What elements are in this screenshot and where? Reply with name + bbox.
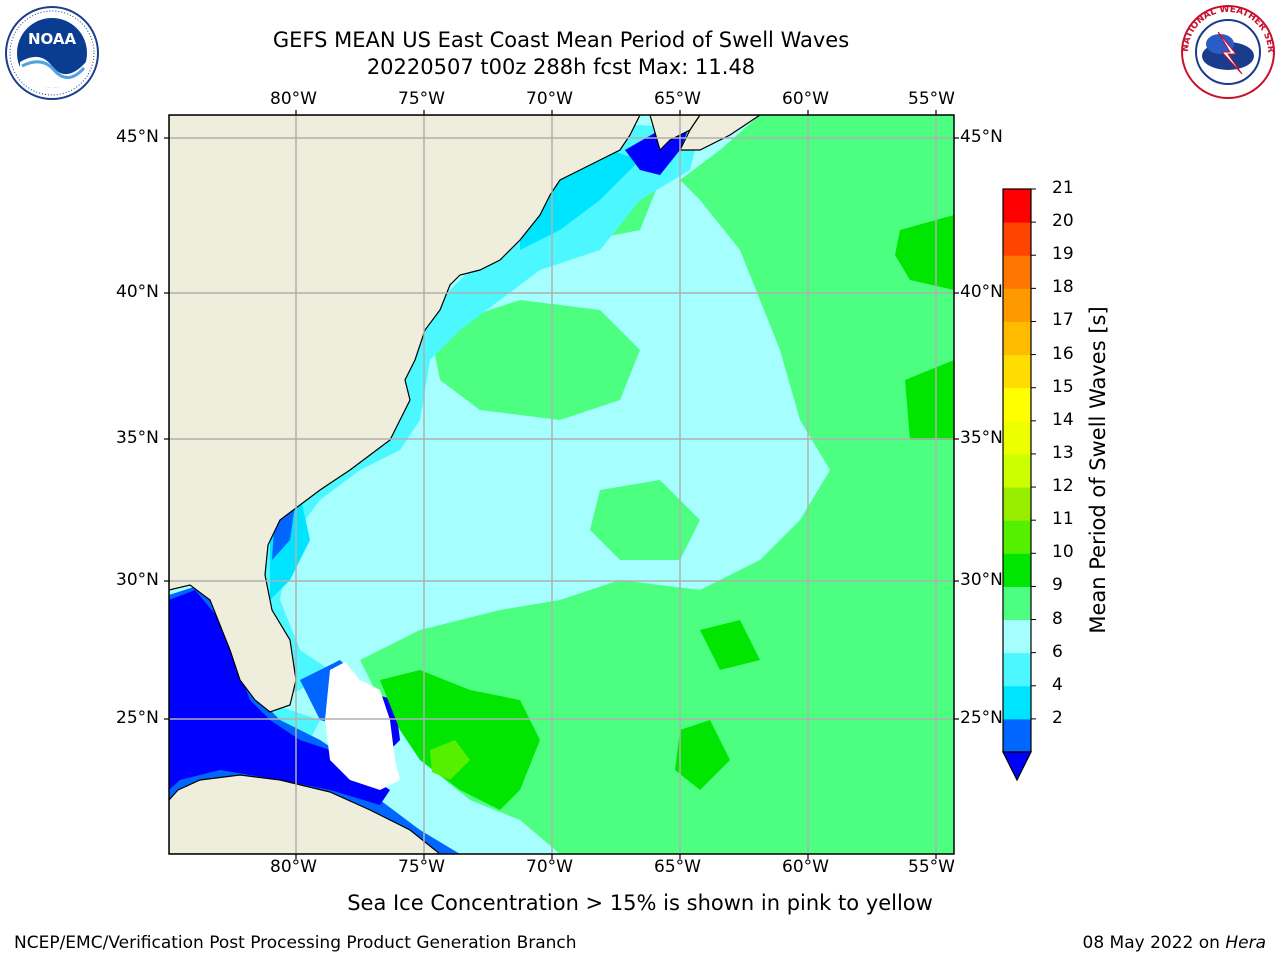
top-lon-label: 80°W — [270, 89, 317, 109]
bottom-lon-label: 55°W — [908, 857, 955, 877]
colorbar-segment — [1003, 586, 1031, 621]
top-lon-label: 55°W — [908, 89, 955, 109]
colorbar-tick-label: 15 — [1052, 376, 1074, 397]
colorbar-tick-label: 17 — [1052, 310, 1074, 331]
colorbar-segment — [1003, 255, 1031, 289]
left-lat-label: 25°N — [116, 708, 159, 728]
nws-logo: NATIONAL WEATHER SERVICE — [1178, 4, 1275, 99]
bottom-lon-label: 75°W — [398, 857, 445, 877]
top-lon-label: 75°W — [398, 89, 445, 109]
colorbar-tick-label: 11 — [1052, 509, 1074, 530]
colorbar-tick-label: 10 — [1052, 542, 1074, 563]
top-lon-label: 65°W — [654, 89, 701, 109]
left-lat-label: 35°N — [116, 428, 159, 448]
left-lat-label: 45°N — [116, 127, 159, 147]
colorbar-segment — [1003, 619, 1031, 654]
bottom-lon-label: 65°W — [654, 857, 701, 877]
colorbar-segment — [1003, 487, 1031, 521]
left-lat-label: 30°N — [116, 570, 159, 590]
map-subtitle: 20220507 t00z 288h fcst Max: 11.48 — [366, 55, 756, 79]
colorbar-segment — [1003, 189, 1031, 223]
colorbar-tick-label: 16 — [1052, 343, 1074, 364]
map-title: GEFS MEAN US East Coast Mean Period of S… — [272, 28, 850, 52]
colorbar — [1002, 188, 1036, 782]
bottom-lon-label: 80°W — [270, 857, 317, 877]
colorbar-segment — [1003, 520, 1031, 554]
colorbar-segment — [1003, 222, 1031, 256]
top-lon-label: 70°W — [526, 89, 573, 109]
bottom-lon-label: 60°W — [782, 857, 829, 877]
sea-ice-note: Sea Ice Concentration > 15% is shown in … — [347, 891, 933, 915]
colorbar-tick-label: 2 — [1052, 707, 1063, 728]
colorbar-extend-triangle — [1002, 751, 1032, 782]
noaa-logo-text: NOAA — [28, 30, 77, 48]
bahamas-no-data — [325, 662, 400, 790]
colorbar-segment — [1003, 420, 1031, 455]
colorbar-frame — [1002, 188, 1032, 753]
swell-max-region — [430, 740, 470, 780]
colorbar-segment — [1003, 354, 1031, 389]
colorbar-tick-label: 4 — [1052, 674, 1063, 695]
colorbar-title: Mean Period of Swell Waves [s] — [1086, 306, 1110, 634]
right-lat-label: 45°N — [960, 127, 1003, 147]
host-name: Hera — [1225, 933, 1266, 953]
right-lat-label: 30°N — [960, 570, 1003, 590]
colorbar-segment — [1003, 387, 1031, 422]
colorbar-segment — [1003, 288, 1031, 322]
noaa-logo: NOAA — [5, 6, 99, 100]
colorbar-tick-label: 9 — [1052, 575, 1063, 596]
colorbar-tick-label: 8 — [1052, 608, 1063, 629]
colorbar-tick-label: 20 — [1052, 211, 1074, 232]
land-mass — [169, 115, 762, 854]
colorbar-segment — [1003, 553, 1031, 587]
colorbar-tick-label: 18 — [1052, 277, 1074, 298]
graticule — [169, 115, 954, 854]
date-stamp: 08 May 2022 on Hera — [1083, 933, 1267, 953]
right-lat-label: 25°N — [960, 708, 1003, 728]
swell-10-11s-regions — [380, 215, 954, 810]
colorbar-segment — [1003, 718, 1031, 753]
colorbar-segment — [1003, 453, 1031, 488]
colorbar-segment — [1003, 652, 1031, 687]
map-frame — [168, 114, 955, 855]
colorbar-segment — [1003, 321, 1031, 356]
colorbar-tick-label: 12 — [1052, 476, 1074, 497]
colorbar-tick-label: 6 — [1052, 641, 1063, 662]
colorbar-tick-label: 19 — [1052, 244, 1074, 265]
colorbar-tick-label: 13 — [1052, 442, 1074, 463]
date-text: 08 May 2022 on — [1082, 933, 1226, 953]
bottom-lon-label: 70°W — [526, 857, 573, 877]
colorbar-segment — [1003, 685, 1031, 720]
axis-ticks — [164, 110, 959, 859]
left-lat-label: 40°N — [116, 282, 159, 302]
right-lat-label: 40°N — [960, 282, 1003, 302]
colorbar-tick-label: 14 — [1052, 409, 1074, 430]
top-lon-label: 60°W — [782, 89, 829, 109]
credit-line: NCEP/EMC/Verification Post Processing Pr… — [14, 933, 577, 953]
right-lat-label: 35°N — [960, 428, 1003, 448]
colorbar-segments — [1003, 188, 1036, 753]
colorbar-tick-label: 21 — [1052, 178, 1074, 198]
